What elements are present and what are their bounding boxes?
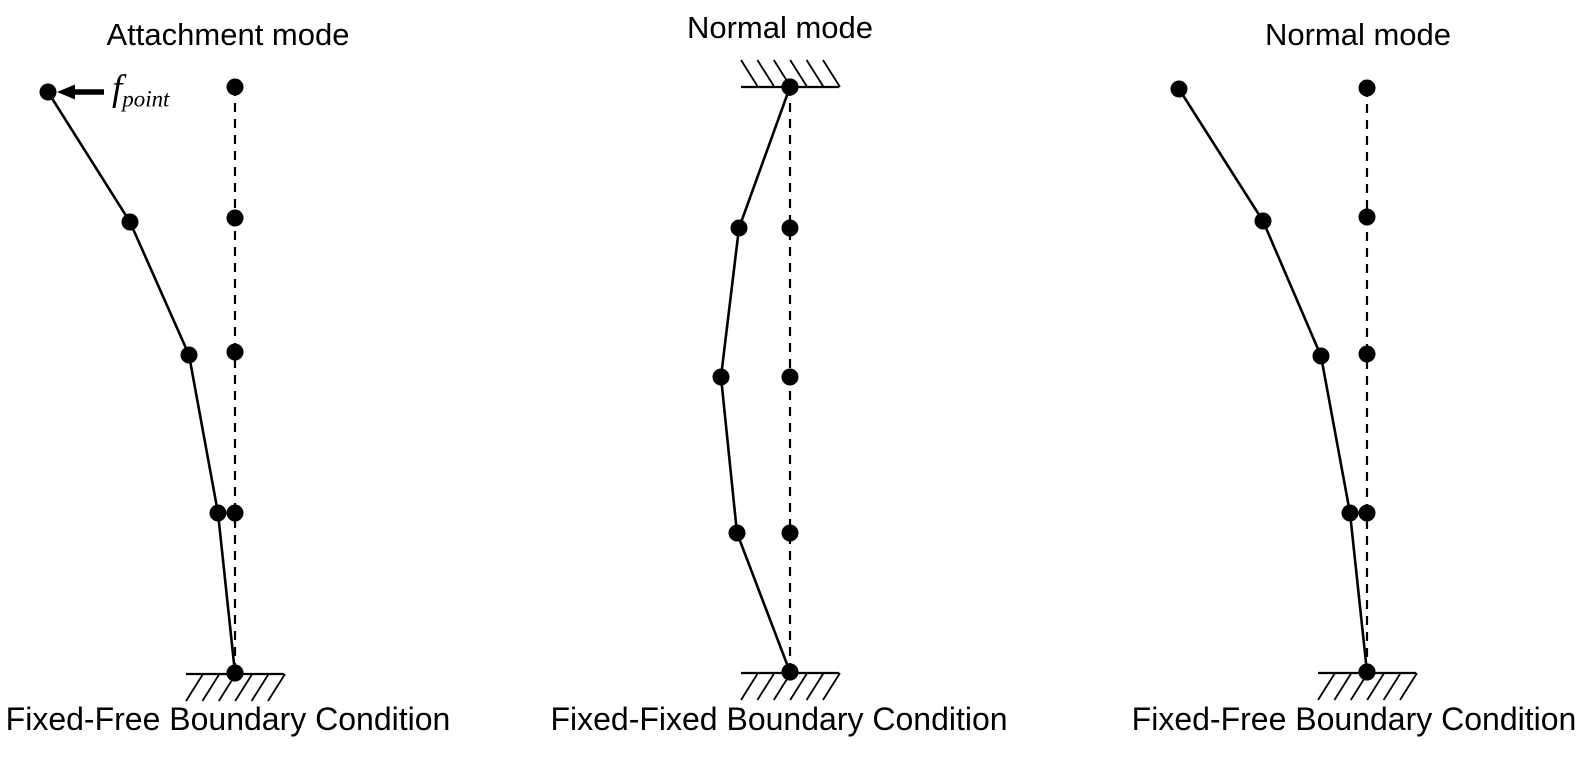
- support-hatch-line: [805, 59, 825, 88]
- support-hatch-line: [1333, 672, 1353, 701]
- deformed-beam-line: [719, 86, 792, 673]
- support-hatch-line: [789, 672, 808, 701]
- support-hatch-line: [822, 672, 841, 701]
- beam-node-dot: [712, 368, 730, 386]
- panel-attachment-mode-fixed-free: [39, 78, 286, 702]
- beam-node-dot: [1254, 212, 1272, 230]
- beam-node-dot: [781, 663, 799, 681]
- support-hatch-line: [740, 672, 759, 701]
- support-hatch-line: [1399, 672, 1418, 701]
- beam-node-dot: [39, 83, 57, 101]
- support-hatch-line: [1366, 672, 1385, 701]
- beam-node-dot: [730, 219, 748, 237]
- axis-node-dot: [1358, 208, 1376, 226]
- point-force-label: fpoint: [112, 70, 169, 111]
- panel-caption-fixed-fixed: Fixed-Fixed Boundary Condition: [550, 701, 1008, 737]
- beam-node-dot: [226, 664, 244, 682]
- beam-node-dot: [180, 346, 198, 364]
- axis-node-dot: [226, 504, 244, 522]
- force-label-subscript: point: [122, 86, 170, 112]
- beam-node-dot: [1358, 663, 1376, 681]
- support-hatch-line: [201, 673, 221, 702]
- axis-node-dot: [781, 219, 799, 237]
- beam-node-dot: [121, 213, 139, 231]
- beam-node-dot: [1170, 80, 1188, 98]
- axis-node-dot: [1358, 79, 1376, 97]
- axis-node-dot: [226, 78, 244, 96]
- beam-node-dot: [728, 524, 746, 542]
- support-hatch-line: [250, 673, 270, 702]
- support-hatch-line: [267, 673, 286, 702]
- support-hatch-line: [1382, 672, 1402, 701]
- beam-node-dot: [1312, 347, 1330, 365]
- support-hatch-line: [1317, 672, 1336, 701]
- beam-node-dot: [781, 78, 799, 96]
- support-hatch-line: [234, 673, 253, 702]
- support-hatch-line: [756, 672, 776, 701]
- support-hatch-line: [756, 59, 776, 88]
- panel-title-attachment-mode: Attachment mode: [106, 17, 350, 52]
- support-hatch-line: [805, 672, 825, 701]
- panel-normal-mode-fixed-free: [1170, 79, 1418, 701]
- panel-normal-mode-fixed-fixed: [712, 59, 841, 701]
- axis-node-dot: [781, 524, 799, 542]
- axis-node-dot: [781, 368, 799, 386]
- support-hatch-line: [822, 59, 841, 88]
- axis-node-dot: [226, 343, 244, 361]
- deformed-beam-line: [1177, 88, 1369, 673]
- support-hatch-line: [185, 673, 204, 702]
- force-arrow-head: [57, 84, 75, 100]
- beam-node-dot: [209, 504, 227, 522]
- support-hatch-line: [789, 59, 808, 88]
- support-hatch-line: [740, 59, 759, 88]
- panel-caption-fixed-free-left: Fixed-Free Boundary Condition: [5, 701, 451, 737]
- axis-node-dot: [1358, 504, 1376, 522]
- beam-node-dot: [1341, 504, 1359, 522]
- panel-caption-fixed-free-right: Fixed-Free Boundary Condition: [1131, 701, 1577, 737]
- axis-node-dot: [226, 209, 244, 227]
- panel-title-normal-mode-center: Normal mode: [686, 10, 874, 45]
- axis-node-dot: [1358, 345, 1376, 363]
- force-label-base: f: [112, 68, 123, 109]
- panel-title-normal-mode-right: Normal mode: [1264, 17, 1452, 52]
- deformed-beam-line: [46, 91, 237, 674]
